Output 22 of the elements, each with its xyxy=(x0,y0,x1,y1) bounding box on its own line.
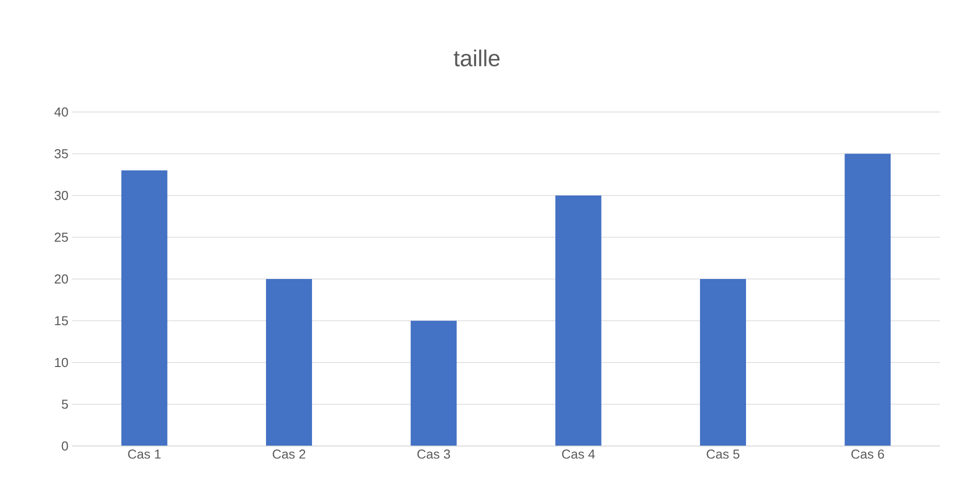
x-tick-label: Cas 6 xyxy=(851,450,884,459)
y-tick-label: 20 xyxy=(54,274,68,284)
y-tick-label: 35 xyxy=(54,149,68,158)
y-tick-label: 30 xyxy=(54,190,68,200)
bar xyxy=(555,195,602,446)
bar xyxy=(121,170,168,446)
y-tick-label: 25 xyxy=(54,232,68,242)
bar xyxy=(700,278,746,446)
bar xyxy=(266,278,312,446)
chart-title: taille xyxy=(454,50,500,66)
y-tick-label: 5 xyxy=(62,400,68,409)
y-tick-label: 15 xyxy=(55,316,68,326)
x-tick-label: Cas 1 xyxy=(128,450,161,459)
y-tick-label: 40 xyxy=(54,107,68,117)
x-tick-label: Cas 4 xyxy=(562,450,595,459)
x-tick-label: Cas 5 xyxy=(706,450,740,459)
x-tick-label: Cas 3 xyxy=(417,450,450,459)
bar xyxy=(410,320,457,446)
y-tick-label: 10 xyxy=(55,358,68,368)
x-tick-label: Cas 2 xyxy=(272,450,306,459)
bar xyxy=(844,154,891,446)
y-tick-label: 0 xyxy=(62,441,68,451)
